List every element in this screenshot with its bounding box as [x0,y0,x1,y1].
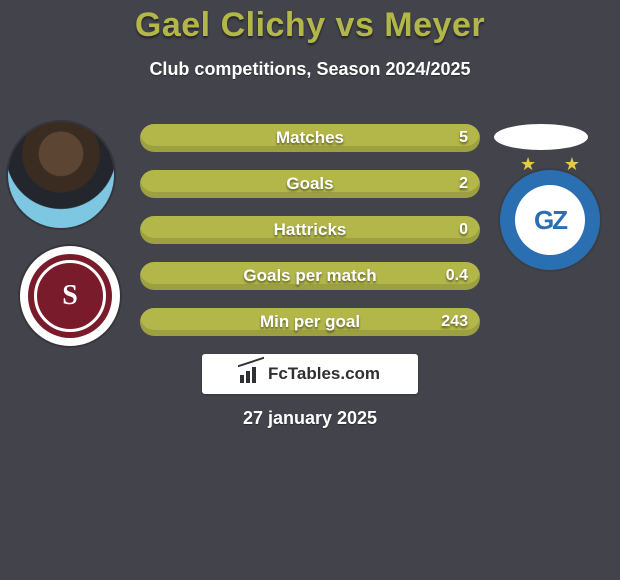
stat-bar-goals-per-match: Goals per match 0.4 [140,262,480,290]
stat-bar-goals: Goals 2 [140,170,480,198]
watermark-badge: FcTables.com [202,354,418,394]
stat-right-value: 243 [441,313,468,331]
stat-bar-matches: Matches 5 [140,124,480,152]
page-subtitle: Club competitions, Season 2024/2025 [0,59,620,80]
stat-right-value: 5 [459,129,468,147]
stat-label: Hattricks [274,220,347,240]
page-title: Gael Clichy vs Meyer [0,0,620,45]
footer-date: 27 january 2025 [243,408,377,429]
player-right-avatar [494,124,588,150]
watermark-text: FcTables.com [268,364,380,384]
club-left-badge: S [20,246,120,346]
stat-right-value: 2 [459,175,468,193]
stat-label: Matches [276,128,344,148]
club-right-initial: GZ [515,185,585,255]
stat-label: Min per goal [260,312,360,332]
stat-right-value: 0.4 [446,267,468,285]
stat-label: Goals [286,174,333,194]
bar-chart-icon [240,365,262,383]
stat-right-value: 0 [459,221,468,239]
stat-bar-min-per-goal: Min per goal 243 [140,308,480,336]
stat-bar-hattricks: Hattricks 0 [140,216,480,244]
stat-bars: Matches 5 Goals 2 Hattricks 0 Goals per … [140,124,480,354]
club-right-badge: GZ [500,170,600,270]
stat-label: Goals per match [243,266,376,286]
player-left-avatar [8,122,114,228]
club-left-initial: S [34,260,106,332]
